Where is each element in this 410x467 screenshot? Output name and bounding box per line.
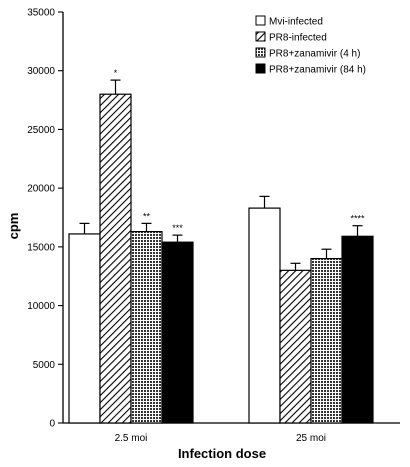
x-ticks: 2.5 moi 25 moi xyxy=(115,433,326,444)
bar-pr8-zanamivir-4-h--0 xyxy=(130,230,163,424)
y-tick-label: 5000 xyxy=(33,360,56,371)
legend-swatch xyxy=(255,47,266,58)
significance-label: **** xyxy=(350,214,365,224)
legend-swatch xyxy=(255,31,266,42)
legend-label: PR8+zanamivir (84 h) xyxy=(269,65,366,76)
significance-label: ** xyxy=(143,211,151,221)
bar-pr8-zanamivir-84-h--1 xyxy=(341,235,374,424)
y-tick-label: 0 xyxy=(49,419,55,430)
bars: ********** xyxy=(68,68,374,424)
bar-pr8-zanamivir-4-h--1 xyxy=(310,258,343,424)
x-tick-label: 2.5 moi xyxy=(115,433,148,444)
bar-pr8-zanamivir-84-h--0 xyxy=(161,241,194,424)
y-axis-title: cpm xyxy=(6,213,21,240)
y-tick-label: 35000 xyxy=(27,8,55,19)
legend-label: PR8-infected xyxy=(269,33,327,44)
x-axis-title: Infection dose xyxy=(178,446,266,461)
legend-swatch xyxy=(255,63,266,74)
y-tick-label: 15000 xyxy=(27,242,55,253)
x-tick-label: 25 moi xyxy=(296,433,326,444)
legend-label: PR8+zanamivir (4 h) xyxy=(269,49,360,60)
y-tick-label: 20000 xyxy=(27,184,55,195)
y-ticks: 0 5000 10000 15000 20000 25000 30000 35000 xyxy=(27,8,63,430)
y-tick-label: 30000 xyxy=(27,66,55,77)
bar-pr8-infected-0 xyxy=(99,93,132,424)
y-tick-label: 25000 xyxy=(27,125,55,136)
significance-label: *** xyxy=(172,223,183,233)
bar-pr8-infected-1 xyxy=(279,269,312,424)
legend-label: Mvi-infected xyxy=(269,17,323,28)
bar-mvi-infected-0 xyxy=(68,233,101,424)
bar-mvi-infected-1 xyxy=(248,207,281,424)
significance-label: * xyxy=(114,68,118,78)
legend-swatch xyxy=(255,15,266,26)
y-tick-label: 10000 xyxy=(27,301,55,312)
legend: Mvi-infected PR8-infected PR8+zanamivir (4… xyxy=(255,15,366,76)
